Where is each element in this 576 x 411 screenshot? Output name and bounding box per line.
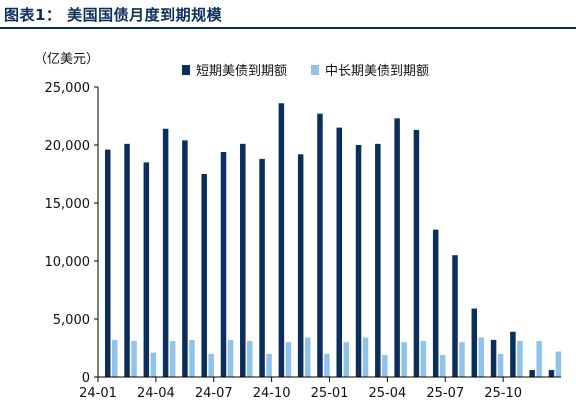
y-tick-label-25000: 25,000 <box>45 81 91 96</box>
long-term-bar-25-05 <box>420 341 427 377</box>
long-term-bar-24-05 <box>189 339 195 377</box>
long-term-bar-24-02 <box>131 341 137 377</box>
short-term-bar-24-06 <box>201 174 207 377</box>
figure-title: 图表1： 美国国债月度到期规模 <box>4 6 223 24</box>
legend-swatch-short-term <box>182 64 190 75</box>
x-tick-label-24-04: 24-04 <box>137 386 175 401</box>
short-term-bar-25-05 <box>413 129 420 377</box>
title-divider <box>0 27 576 29</box>
short-term-bar-25-12 <box>548 370 555 377</box>
x-tick-label-24-07: 24-07 <box>195 386 233 401</box>
long-term-bar-25-08 <box>478 337 485 377</box>
long-term-bar-25-02 <box>362 337 369 377</box>
short-term-bar-24-11 <box>297 154 304 377</box>
x-tick-label-25-07: 25-07 <box>426 386 464 401</box>
long-term-bar-24-09 <box>266 353 272 377</box>
long-term-bar-25-04 <box>401 342 407 377</box>
short-term-bar-25-03 <box>375 143 381 377</box>
legend-label-short-term: 短期美债到期额 <box>196 64 288 79</box>
short-term-bar-25-04 <box>394 118 400 377</box>
long-term-bar-25-09 <box>497 353 504 377</box>
short-term-bar-25-08 <box>471 308 478 377</box>
short-term-bar-25-11 <box>529 370 535 377</box>
figure-header: 图表1： 美国国债月度到期规模 <box>0 0 576 30</box>
x-tick-label-24-01: 24-01 <box>79 386 117 401</box>
short-term-bar-25-10 <box>510 331 516 377</box>
short-term-bar-24-01 <box>105 149 111 377</box>
long-term-bar-25-06 <box>439 354 446 377</box>
y-axis-unit-label: （亿美元） <box>34 52 100 67</box>
short-term-bar-25-06 <box>432 229 439 377</box>
long-term-bar-24-03 <box>150 352 157 377</box>
legend-item-short-term: 短期美债到期额 <box>182 60 287 79</box>
long-term-bar-25-01 <box>343 342 349 377</box>
y-tick-label-10000: 10,000 <box>45 255 91 270</box>
axes-group: 0 5,000 10,000 15,000 20,000 25,000 24-01 24-04… <box>45 81 561 401</box>
long-term-bar-24-06 <box>208 353 214 377</box>
long-term-bar-24-07 <box>227 339 234 377</box>
short-term-bar-24-05 <box>182 140 188 377</box>
long-term-bar-25-11 <box>536 341 542 377</box>
y-tick-label-20000: 20,000 <box>45 139 91 154</box>
long-term-bar-25-03 <box>382 354 388 377</box>
legend-swatch-long-term <box>311 64 320 75</box>
long-term-bar-24-04 <box>169 341 176 377</box>
short-term-bar-25-01 <box>336 127 342 377</box>
y-tick-label-5000: 5,000 <box>53 313 90 328</box>
short-term-bar-24-08 <box>240 143 246 377</box>
x-tick-label-25-10: 25-10 <box>484 386 522 401</box>
short-term-bar-25-02 <box>355 145 362 377</box>
long-term-bar-24-01 <box>112 339 118 377</box>
long-term-bar-24-12 <box>324 353 330 377</box>
short-term-bar-24-10 <box>278 103 285 378</box>
short-term-bar-25-07 <box>452 255 458 377</box>
x-tick-label-25-04: 25-04 <box>368 386 406 401</box>
long-term-bar-25-10 <box>517 341 523 377</box>
y-tick-label-0: 0 <box>82 371 90 386</box>
legend-item-long-term: 中长期美债到期额 <box>311 60 429 79</box>
short-term-bar-24-03 <box>143 162 150 377</box>
short-term-bar-24-07 <box>220 151 227 377</box>
short-term-bar-25-09 <box>490 339 497 377</box>
short-term-bar-24-12 <box>317 113 323 378</box>
x-tick-label-25-01: 25-01 <box>311 386 349 401</box>
short-term-bar-24-09 <box>259 158 265 377</box>
y-tick-label-15000: 15,000 <box>45 197 91 212</box>
long-term-bar-25-07 <box>459 342 465 377</box>
long-term-bar-25-12 <box>555 351 562 377</box>
short-term-bar-24-04 <box>162 128 169 377</box>
long-term-bar-24-08 <box>247 341 253 377</box>
long-term-bar-24-11 <box>304 337 311 377</box>
bars-group <box>105 103 562 378</box>
x-tick-label-24-10: 24-10 <box>253 386 291 401</box>
short-term-bar-24-02 <box>124 143 130 377</box>
chart-legend: 短期美债到期额 中长期美债到期额 <box>182 60 429 79</box>
long-term-bar-24-10 <box>285 342 292 377</box>
legend-label-long-term: 中长期美债到期额 <box>325 64 430 79</box>
